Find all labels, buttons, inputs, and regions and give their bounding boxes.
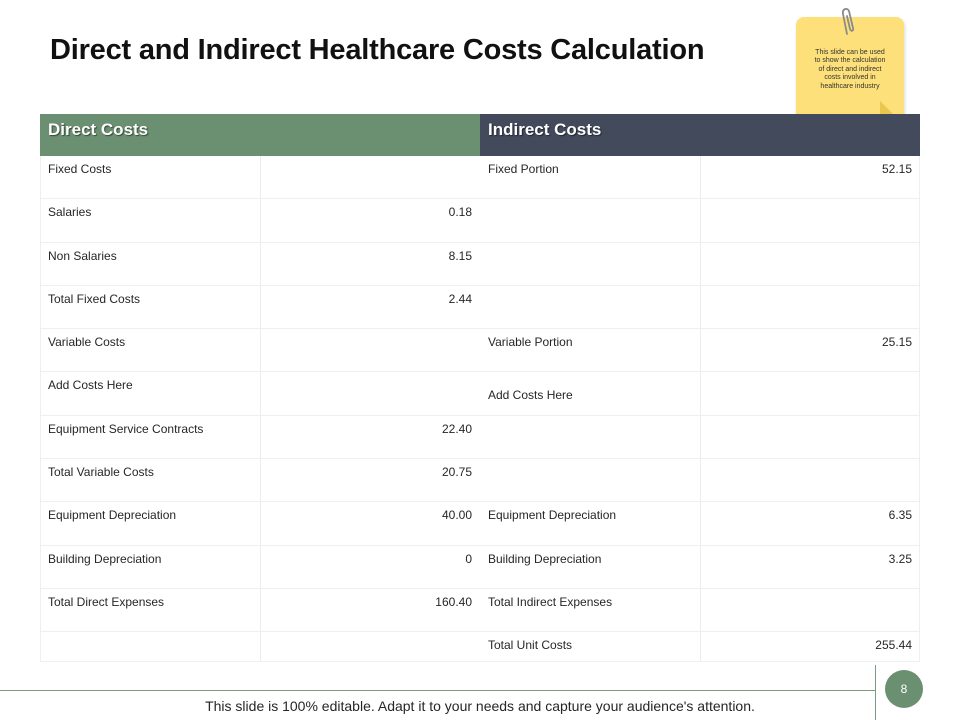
indirect-label-cell: Equipment Depreciation bbox=[488, 508, 617, 523]
direct-label-cell bbox=[40, 632, 260, 661]
indirect-label-cell: Add Costs Here bbox=[488, 388, 573, 403]
footer-vertical-divider bbox=[875, 665, 876, 720]
table-row: Total Fixed Costs 2.44 bbox=[40, 285, 920, 330]
indirect-value-cell bbox=[700, 285, 920, 329]
indirect-label-cell bbox=[480, 286, 700, 328]
indirect-label-cell: Fixed Portion bbox=[488, 162, 559, 176]
table-header: Direct Costs Indirect Costs bbox=[40, 114, 920, 156]
direct-label-cell: Total Direct Expenses bbox=[48, 594, 165, 609]
direct-label-cell: Salaries bbox=[48, 205, 92, 220]
indirect-label-cell: Total Indirect Expenses bbox=[488, 594, 613, 609]
table-row: Add Costs Here Add Costs Here bbox=[40, 372, 920, 416]
direct-value-cell: 160.40 bbox=[260, 588, 480, 632]
indirect-value-cell bbox=[700, 588, 920, 632]
table-row: Equipment Depreciation 40.00 Equipment D… bbox=[40, 502, 920, 546]
indirect-value-cell: 52.15 bbox=[700, 156, 920, 199]
footer-divider bbox=[0, 690, 875, 691]
table-row: Total Direct Expenses 160.40 Total Indir… bbox=[40, 588, 920, 633]
direct-value-cell: 20.75 bbox=[260, 459, 480, 502]
table-row: Variable Costs Variable Portion 25.15 bbox=[40, 329, 920, 373]
indirect-label-cell: Building Depreciation bbox=[488, 551, 602, 566]
indirect-value-cell: 6.35 bbox=[700, 502, 920, 545]
direct-value-cell: 0 bbox=[260, 545, 480, 588]
direct-label-cell: Equipment Service Contracts bbox=[48, 421, 204, 436]
indirect-value-cell: 25.15 bbox=[700, 329, 920, 372]
table-row: Salaries 0.18 bbox=[40, 199, 920, 243]
indirect-label-cell bbox=[480, 199, 700, 241]
indirect-value-cell bbox=[700, 242, 920, 285]
direct-label-cell: Total Fixed Costs bbox=[48, 291, 141, 306]
indirect-label-cell: Variable Portion bbox=[488, 335, 573, 350]
direct-value-cell: 40.00 bbox=[260, 502, 480, 545]
table-row: Fixed Costs Fixed Portion 52.15 bbox=[40, 156, 920, 200]
slide-title: Direct and Indirect Healthcare Costs Cal… bbox=[50, 34, 705, 66]
indirect-value-cell: 3.25 bbox=[700, 545, 920, 588]
table-row: Equipment Service Contracts 22.40 bbox=[40, 415, 920, 460]
indirect-label-cell: Total Unit Costs bbox=[488, 638, 573, 653]
direct-value-cell bbox=[260, 156, 480, 199]
direct-value-cell bbox=[260, 329, 480, 372]
indirect-label-cell bbox=[480, 459, 700, 501]
sticky-note: This slide can be used to show the calcu… bbox=[796, 17, 904, 125]
indirect-value-cell bbox=[700, 415, 920, 459]
direct-label-cell: Add Costs Here bbox=[48, 378, 133, 393]
table-row: Total Variable Costs 20.75 bbox=[40, 459, 920, 503]
direct-label-cell: Equipment Depreciation bbox=[48, 508, 177, 523]
direct-costs-header: Direct Costs bbox=[40, 114, 480, 156]
table-row: Total Unit Costs 255.44 bbox=[40, 632, 920, 663]
direct-value-cell bbox=[260, 632, 480, 662]
indirect-costs-header: Indirect Costs bbox=[480, 114, 920, 156]
indirect-value-cell: 255.44 bbox=[700, 632, 920, 662]
direct-value-cell: 8.15 bbox=[260, 242, 480, 285]
table-row: Non Salaries 8.15 bbox=[40, 242, 920, 286]
costs-table: Direct Costs Indirect Costs Fixed Costs … bbox=[40, 114, 920, 663]
direct-value-cell: 0.18 bbox=[260, 199, 480, 242]
indirect-label-cell bbox=[480, 243, 700, 285]
direct-value-cell bbox=[260, 372, 480, 415]
indirect-value-cell bbox=[700, 372, 920, 415]
footer-text: This slide is 100% editable. Adapt it to… bbox=[205, 698, 755, 714]
direct-label-cell: Fixed Costs bbox=[48, 162, 112, 176]
direct-label-cell: Variable Costs bbox=[48, 335, 126, 350]
indirect-value-cell bbox=[700, 199, 920, 242]
indirect-value-cell bbox=[700, 459, 920, 502]
direct-value-cell: 2.44 bbox=[260, 285, 480, 329]
page-number-badge: 8 bbox=[885, 670, 923, 708]
direct-label-cell: Total Variable Costs bbox=[48, 465, 154, 480]
direct-value-cell: 22.40 bbox=[260, 415, 480, 459]
indirect-label-cell bbox=[480, 416, 700, 458]
table-row: Building Depreciation 0 Building Depreci… bbox=[40, 545, 920, 589]
sticky-note-text: This slide can be used to show the calcu… bbox=[814, 49, 886, 90]
direct-label-cell: Non Salaries bbox=[48, 248, 117, 263]
paperclip-icon bbox=[841, 7, 855, 35]
direct-label-cell: Building Depreciation bbox=[48, 551, 162, 566]
